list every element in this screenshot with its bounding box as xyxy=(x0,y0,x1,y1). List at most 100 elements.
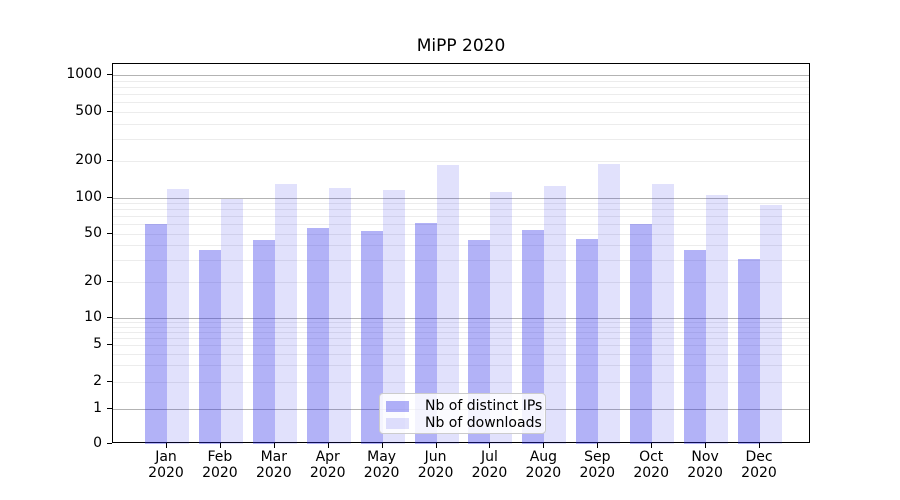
x-tick-label-sep: Sep 2020 xyxy=(579,449,616,481)
gridline-minor xyxy=(113,209,809,211)
legend-label-distinct-ips: Nb of distinct IPs xyxy=(425,398,543,414)
y-tick-label: 5 xyxy=(93,336,102,353)
bar-distinct-ips-jun xyxy=(414,223,437,444)
y-tick-label: 2 xyxy=(93,372,102,389)
bar-distinct-ips-aug xyxy=(522,229,545,444)
bar-downloads-may xyxy=(382,190,405,444)
y-tick-label: 100 xyxy=(75,188,102,205)
y-tick-mark xyxy=(107,316,112,318)
y-tick-mark xyxy=(107,159,112,161)
bar-downloads-jan xyxy=(167,188,189,444)
legend-swatch-downloads xyxy=(386,417,409,429)
y-tick-mark xyxy=(107,380,112,382)
bar-downloads-nov xyxy=(706,194,729,444)
bar-downloads-jun xyxy=(436,164,459,444)
chart-title: MiPP 2020 xyxy=(416,36,506,56)
x-tick-label-feb: Feb 2020 xyxy=(202,449,238,481)
gridline-minor xyxy=(113,216,809,218)
gridline-minor xyxy=(113,160,809,162)
x-tick-label-nov: Nov 2020 xyxy=(687,449,723,481)
gridline-minor xyxy=(113,354,809,356)
gridline-minor xyxy=(113,321,809,323)
gridline-minor xyxy=(113,102,809,104)
bar-downloads-aug xyxy=(544,186,567,444)
y-tick-label: 10 xyxy=(84,308,102,325)
bar-distinct-ips-dec xyxy=(738,258,760,444)
bar-downloads-apr xyxy=(328,187,351,444)
bar-downloads-oct xyxy=(652,183,675,444)
legend-row-distinct-ips: Nb of distinct IPs xyxy=(386,398,543,414)
legend-label-downloads: Nb of downloads xyxy=(425,415,542,431)
bar-distinct-ips-nov xyxy=(684,249,707,444)
y-tick-label: 200 xyxy=(75,151,102,168)
y-tick-mark xyxy=(107,408,112,409)
gridline-minor xyxy=(113,111,809,113)
bar-downloads-dec xyxy=(760,204,782,444)
bar-distinct-ips-apr xyxy=(306,227,329,444)
legend: Nb of distinct IPs Nb of downloads xyxy=(379,393,546,434)
x-tick-mark xyxy=(705,443,707,448)
x-tick-mark xyxy=(166,443,167,448)
x-tick-label-dec: Dec 2020 xyxy=(741,449,777,481)
gridline-minor xyxy=(113,337,809,339)
gridline-minor xyxy=(113,260,809,262)
x-tick-mark xyxy=(759,443,760,448)
y-tick-label: 1 xyxy=(93,400,102,416)
y-tick-mark xyxy=(107,280,112,282)
gridline-minor xyxy=(113,86,809,88)
bar-downloads-jul xyxy=(490,192,513,444)
gridline-minor xyxy=(113,281,809,283)
legend-row-downloads: Nb of downloads xyxy=(386,415,542,431)
x-tick-label-mar: Mar 2020 xyxy=(255,449,292,481)
gridline-major xyxy=(113,197,809,199)
x-tick-label-jan: Jan 2020 xyxy=(148,449,184,481)
x-tick-label-may: May 2020 xyxy=(363,449,400,481)
bar-distinct-ips-oct xyxy=(630,224,653,444)
gridline-minor xyxy=(113,245,809,247)
x-tick-label-apr: Apr 2020 xyxy=(309,449,346,481)
x-tick-label-aug: Aug 2020 xyxy=(525,449,562,481)
gridline-minor xyxy=(113,233,809,235)
x-tick-label-jun: Jun 2020 xyxy=(417,449,454,481)
gridline-minor xyxy=(113,331,809,333)
gridline-minor xyxy=(113,326,809,328)
gridline-minor xyxy=(113,365,809,367)
y-tick-label: 1000 xyxy=(66,66,102,82)
gridline-minor xyxy=(113,123,809,125)
bar-downloads-feb xyxy=(220,199,243,444)
bar-downloads-mar xyxy=(274,184,297,444)
y-tick-mark xyxy=(107,74,112,75)
y-tick-mark xyxy=(107,110,112,112)
y-tick-label: 0 xyxy=(93,435,102,451)
gridline-minor xyxy=(113,381,809,383)
x-tick-mark xyxy=(219,443,221,448)
y-tick-mark xyxy=(107,232,112,234)
x-tick-mark xyxy=(381,443,383,448)
y-tick-mark xyxy=(107,443,112,444)
bar-distinct-ips-may xyxy=(360,230,383,444)
x-tick-mark xyxy=(651,443,653,448)
gridline-minor xyxy=(113,203,809,205)
gridline-minor xyxy=(113,139,809,141)
x-tick-mark xyxy=(273,443,275,448)
x-tick-mark xyxy=(543,443,545,448)
bar-downloads-sep xyxy=(598,164,621,444)
gridline-minor xyxy=(113,94,809,95)
y-tick-mark xyxy=(107,344,112,346)
y-tick-mark xyxy=(107,196,112,198)
x-tick-mark xyxy=(597,443,599,448)
x-tick-mark xyxy=(435,443,437,448)
legend-swatch-distinct-ips xyxy=(386,400,409,412)
gridline-minor xyxy=(113,345,809,347)
bar-distinct-ips-sep xyxy=(576,239,599,444)
y-tick-label: 50 xyxy=(84,224,102,241)
plot-area: Nb of distinct IPs Nb of downloads xyxy=(112,63,810,444)
bar-distinct-ips-feb xyxy=(198,249,221,444)
bar-distinct-ips-jan xyxy=(145,224,167,444)
x-tick-label-jul: Jul 2020 xyxy=(471,449,508,481)
x-tick-label-oct: Oct 2020 xyxy=(633,449,669,481)
gridline-minor xyxy=(113,80,809,82)
gridline-minor xyxy=(113,224,809,226)
gridline-major xyxy=(113,317,809,319)
